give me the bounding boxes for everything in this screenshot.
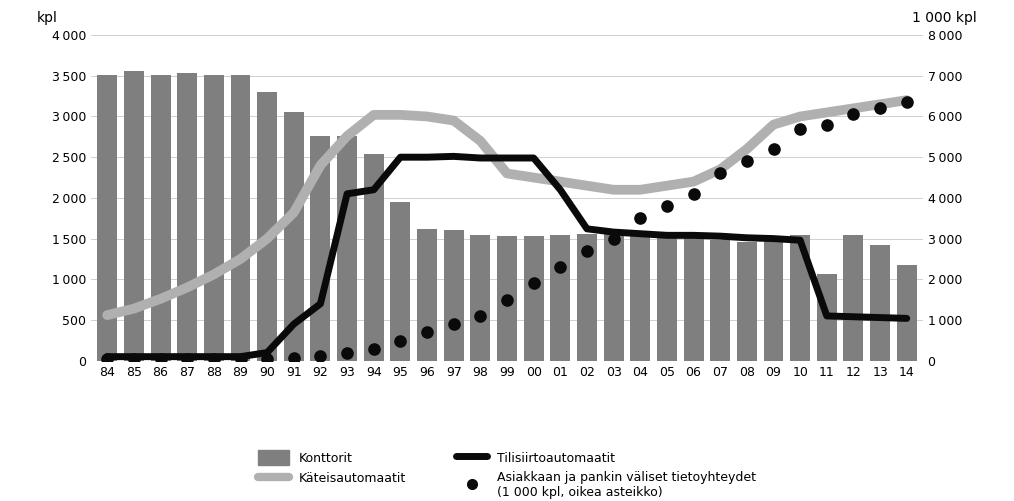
Point	[339, 349, 355, 357]
Bar	[737, 242, 756, 361]
Bar	[577, 233, 597, 361]
Point	[846, 110, 862, 118]
Bar	[683, 236, 704, 361]
Bar	[631, 233, 650, 361]
Point	[739, 157, 755, 165]
Point	[659, 202, 675, 210]
Point	[259, 355, 275, 363]
Point	[206, 356, 222, 364]
Point	[312, 352, 329, 360]
Point	[792, 125, 808, 133]
Bar	[390, 202, 411, 361]
Bar	[97, 75, 118, 361]
Bar	[817, 275, 837, 361]
Point	[766, 145, 782, 153]
Text: kpl: kpl	[38, 12, 58, 26]
Point	[818, 121, 835, 129]
Bar	[497, 236, 517, 361]
Bar	[870, 245, 890, 361]
Point	[419, 328, 435, 336]
Bar	[124, 71, 144, 361]
Bar	[657, 235, 677, 361]
Point	[525, 280, 541, 288]
Point	[712, 169, 728, 177]
Bar	[470, 235, 491, 361]
Bar	[284, 112, 304, 361]
Bar	[710, 240, 730, 361]
Point	[126, 356, 142, 364]
Bar	[258, 92, 277, 361]
Point	[445, 320, 461, 328]
Point	[499, 296, 515, 304]
Bar	[310, 136, 331, 361]
Point	[872, 104, 888, 112]
Point	[232, 356, 248, 364]
Legend: Konttorit, Käteisautomaatit, Tilisiirtoautomaatit, Asiakkaan ja pankin väliset t: Konttorit, Käteisautomaatit, Tilisiirtoa…	[252, 445, 762, 501]
Bar	[150, 75, 170, 361]
Bar	[790, 235, 810, 361]
Point	[473, 312, 489, 320]
Bar	[337, 136, 357, 361]
Bar	[896, 266, 917, 361]
Bar	[177, 73, 197, 361]
Point	[632, 214, 648, 222]
Bar	[551, 234, 570, 361]
Point	[179, 356, 196, 364]
Bar	[764, 238, 784, 361]
Point	[286, 354, 302, 362]
Bar	[844, 235, 864, 361]
Point	[605, 234, 622, 242]
Point	[685, 190, 702, 198]
Bar	[417, 229, 437, 361]
Bar	[204, 75, 224, 361]
Bar	[603, 233, 624, 361]
Point	[579, 247, 595, 255]
Point	[152, 356, 168, 364]
Point	[366, 345, 382, 353]
Bar	[230, 75, 250, 361]
Point	[99, 356, 116, 364]
Bar	[444, 230, 463, 361]
Point	[898, 98, 915, 106]
Bar	[523, 236, 544, 361]
Point	[553, 263, 569, 271]
Point	[392, 337, 409, 345]
Text: 1 000 kpl: 1 000 kpl	[912, 12, 976, 26]
Bar	[364, 154, 383, 361]
